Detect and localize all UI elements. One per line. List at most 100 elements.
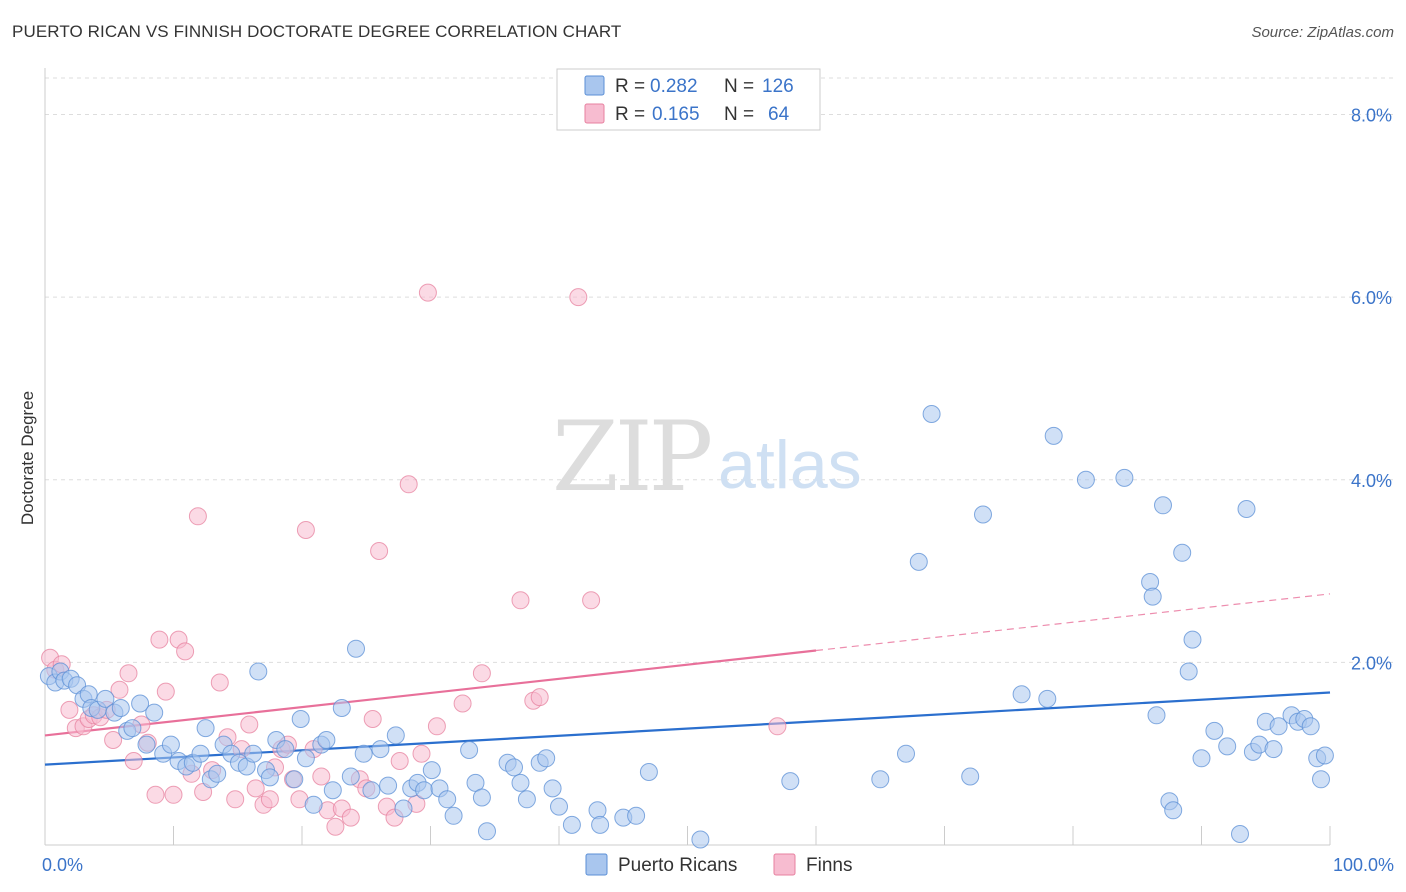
point-puerto-ricans xyxy=(285,770,304,789)
x-tick-label: 100.0% xyxy=(1333,855,1394,875)
point-puerto-ricans xyxy=(131,694,150,713)
point-puerto-ricans xyxy=(1205,721,1224,740)
trend-line-finns-extension xyxy=(815,593,1331,652)
point-puerto-ricans xyxy=(472,788,491,807)
point-puerto-ricans xyxy=(191,744,210,763)
point-puerto-ricans xyxy=(444,806,463,825)
point-puerto-ricans xyxy=(478,822,496,841)
point-puerto-ricans xyxy=(691,830,710,849)
point-puerto-ricans xyxy=(323,781,342,800)
axes xyxy=(44,68,1331,846)
point-puerto-ricans xyxy=(460,741,479,759)
point-finns xyxy=(246,779,265,798)
source-credit: Source: ZipAtlas.com xyxy=(1251,24,1394,41)
y-axis-title: Doctorate Degree xyxy=(18,391,37,525)
point-puerto-ricans xyxy=(591,815,610,834)
point-finns xyxy=(296,521,315,539)
point-finns xyxy=(156,682,175,701)
point-finns xyxy=(164,785,183,804)
x-tick-label: 0.0% xyxy=(42,855,83,875)
legend-r-label: R = xyxy=(615,104,645,125)
point-puerto-ricans xyxy=(291,710,310,728)
point-puerto-ricans xyxy=(208,764,227,783)
point-puerto-ricans xyxy=(1269,717,1288,736)
point-puerto-ricans xyxy=(897,744,915,763)
point-puerto-ricans xyxy=(415,781,434,800)
point-finns xyxy=(146,785,165,804)
point-puerto-ricans xyxy=(196,719,215,738)
point-puerto-ricans xyxy=(1237,500,1256,518)
y-tick-label: 6.0% xyxy=(1351,288,1392,308)
point-puerto-ricans xyxy=(1164,801,1183,820)
point-finns xyxy=(150,630,169,649)
point-puerto-ricans xyxy=(1154,496,1172,515)
point-puerto-ricans xyxy=(781,772,800,791)
point-puerto-ricans xyxy=(1141,573,1160,591)
point-finns xyxy=(418,283,437,302)
point-finns xyxy=(412,744,431,763)
point-finns xyxy=(472,664,491,683)
point-puerto-ricans xyxy=(922,405,941,423)
legend-n-label: N = xyxy=(724,76,754,97)
legend-n-value: 64 xyxy=(768,104,790,125)
point-puerto-ricans xyxy=(260,768,279,787)
point-finns xyxy=(240,715,259,734)
point-puerto-ricans xyxy=(974,505,992,524)
point-puerto-ricans xyxy=(550,797,568,816)
point-puerto-ricans xyxy=(304,795,323,814)
point-puerto-ricans xyxy=(639,763,658,781)
point-puerto-ricans xyxy=(1012,685,1031,704)
grid xyxy=(45,77,1395,663)
point-puerto-ricans xyxy=(627,806,646,825)
point-puerto-ricans xyxy=(1264,740,1283,759)
point-puerto-ricans xyxy=(347,639,365,658)
bottom-legend-label-puerto-ricans: Puerto Ricans xyxy=(618,855,737,876)
point-puerto-ricans xyxy=(1183,630,1202,649)
point-puerto-ricans xyxy=(1076,470,1095,489)
point-puerto-ricans xyxy=(386,726,405,745)
point-finns xyxy=(60,700,79,719)
point-finns xyxy=(124,752,143,770)
point-puerto-ricans xyxy=(276,740,295,759)
point-puerto-ricans xyxy=(371,740,390,759)
point-puerto-ricans xyxy=(1179,662,1198,681)
y-tick-label: 8.0% xyxy=(1351,106,1392,126)
point-finns xyxy=(226,790,245,809)
point-puerto-ricans xyxy=(505,758,523,777)
point-puerto-ricans xyxy=(145,703,164,722)
point-finns xyxy=(427,717,446,736)
point-puerto-ricans xyxy=(1173,543,1192,562)
point-puerto-ricans xyxy=(1044,426,1063,445)
point-puerto-ricans xyxy=(588,801,607,820)
tick-labels: 2.0% 4.0% 6.0% 8.0% 0.0% 100.0% xyxy=(42,106,1394,875)
y-tick-label: 4.0% xyxy=(1351,471,1392,491)
bottom-legend-swatch-puerto-ricans xyxy=(585,853,608,876)
watermark-atlas: atlas xyxy=(718,427,862,503)
point-puerto-ricans xyxy=(379,776,398,795)
legend-r-value: 0.282 xyxy=(650,76,698,97)
point-finns xyxy=(768,717,787,736)
point-puerto-ricans xyxy=(1231,825,1249,843)
point-puerto-ricans xyxy=(517,790,536,809)
point-puerto-ricans xyxy=(537,749,556,768)
point-finns xyxy=(511,591,530,610)
point-puerto-ricans xyxy=(296,749,315,768)
point-finns xyxy=(312,767,331,786)
point-puerto-ricans xyxy=(317,731,336,749)
point-puerto-ricans xyxy=(123,719,142,738)
point-puerto-ricans xyxy=(1218,737,1237,756)
stats-legend: R = 0.282 N = 126 R = 0.165 N = 64 xyxy=(556,68,821,131)
legend-n-value: 126 xyxy=(762,76,794,97)
point-finns xyxy=(341,808,360,827)
point-puerto-ricans xyxy=(354,744,373,763)
point-puerto-ricans xyxy=(961,767,980,786)
point-puerto-ricans xyxy=(1143,587,1162,606)
point-puerto-ricans xyxy=(543,779,562,798)
point-finns xyxy=(399,475,418,494)
point-puerto-ricans xyxy=(1301,717,1320,736)
point-finns xyxy=(453,694,472,713)
point-puerto-ricans xyxy=(1038,689,1057,708)
y-tick-label: 2.0% xyxy=(1351,653,1392,673)
point-puerto-ricans xyxy=(137,735,156,754)
